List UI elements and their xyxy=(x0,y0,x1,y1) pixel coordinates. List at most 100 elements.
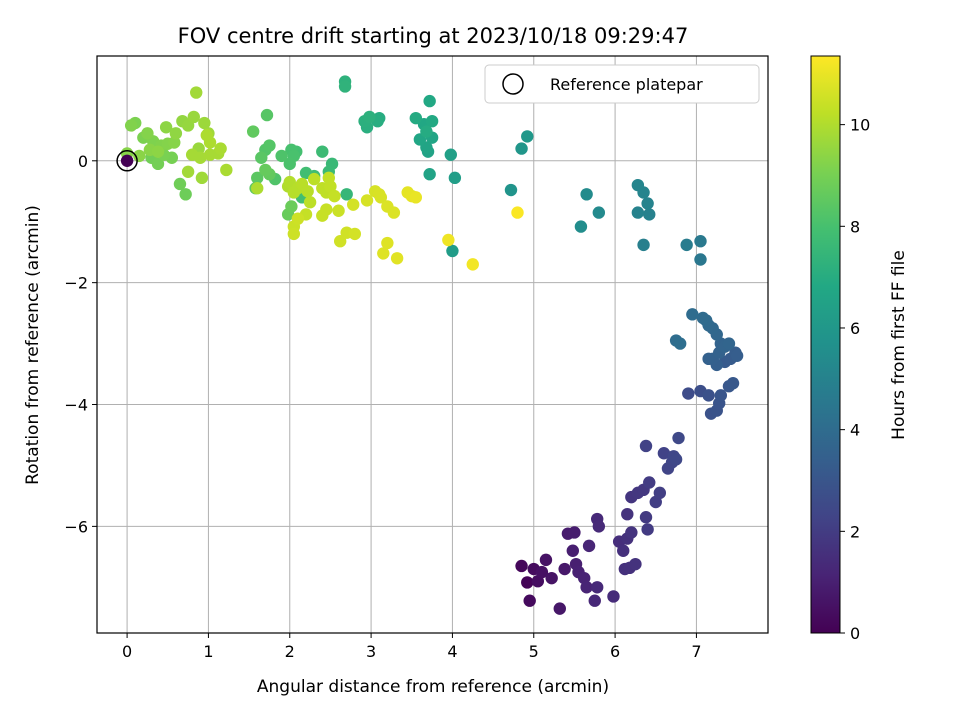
data-point xyxy=(420,125,433,138)
data-point xyxy=(347,198,360,211)
data-point xyxy=(607,590,620,603)
data-point xyxy=(251,182,264,195)
data-point xyxy=(173,177,187,191)
data-point xyxy=(133,149,146,163)
data-point xyxy=(515,559,528,573)
data-point xyxy=(283,157,296,171)
x-tick-label: 3 xyxy=(366,642,376,661)
data-point xyxy=(320,203,333,216)
data-point xyxy=(444,148,457,161)
colorbar-ticks: 0 2 4 6 8 10 xyxy=(840,116,870,643)
colorbar-tick-label: 10 xyxy=(850,116,870,135)
data-point xyxy=(338,80,352,93)
x-axis-ticks: 0 1 2 3 4 5 6 7 xyxy=(122,633,702,661)
data-point xyxy=(348,227,362,241)
x-tick-label: 5 xyxy=(529,642,539,661)
data-point xyxy=(702,352,715,366)
data-point xyxy=(291,212,305,225)
data-point xyxy=(332,204,345,217)
data-point xyxy=(169,127,183,140)
data-point xyxy=(340,188,353,201)
data-point xyxy=(301,185,314,198)
data-point xyxy=(545,571,558,585)
data-point xyxy=(637,238,650,252)
data-point xyxy=(625,526,638,539)
data-point xyxy=(631,206,645,219)
data-point xyxy=(425,114,439,128)
data-point xyxy=(639,511,653,524)
data-point xyxy=(333,235,347,248)
y-tick-label: 0 xyxy=(78,152,88,171)
data-point xyxy=(643,476,656,489)
data-point xyxy=(686,308,699,321)
data-point xyxy=(151,145,165,158)
data-point xyxy=(190,86,203,99)
data-point xyxy=(653,486,667,500)
data-point xyxy=(504,183,518,197)
data-point xyxy=(641,197,654,210)
y-tick-label: −6 xyxy=(64,517,88,536)
data-point xyxy=(194,151,207,164)
data-point xyxy=(629,557,642,571)
data-point xyxy=(448,171,462,185)
data-point xyxy=(466,258,479,271)
y-tick-label: −4 xyxy=(64,396,88,415)
colorbar-label: Hours from first FF file xyxy=(889,250,909,440)
reference-point-dot xyxy=(120,154,134,167)
data-point xyxy=(260,108,274,122)
legend-box xyxy=(484,64,760,104)
reference-platepar-marker xyxy=(116,150,138,172)
data-point xyxy=(558,562,571,576)
legend: Reference platepar xyxy=(484,64,760,104)
data-point xyxy=(617,544,630,557)
colorbar-gradient xyxy=(810,55,841,634)
plot-frame xyxy=(96,55,769,634)
data-point xyxy=(582,539,596,553)
legend-label: Reference platepar xyxy=(550,75,703,94)
data-point xyxy=(423,168,436,181)
x-axis-label: Angular distance from reference (arcmin) xyxy=(257,677,609,697)
data-point xyxy=(151,157,165,171)
colorbar-tick-label: 8 xyxy=(850,217,860,236)
data-point xyxy=(316,145,329,158)
data-point xyxy=(566,544,579,557)
data-point xyxy=(521,576,534,589)
data-point xyxy=(363,110,376,124)
data-point xyxy=(251,171,264,185)
data-point xyxy=(535,565,549,579)
data-point xyxy=(580,188,593,201)
data-point xyxy=(657,447,671,460)
data-point xyxy=(187,110,200,124)
data-point xyxy=(592,206,606,219)
data-point xyxy=(307,172,321,186)
data-point xyxy=(515,142,528,155)
data-point xyxy=(682,387,695,400)
data-point xyxy=(621,507,634,521)
data-point xyxy=(574,220,588,233)
data-point xyxy=(521,130,534,143)
data-points xyxy=(120,75,744,615)
data-point xyxy=(588,594,601,607)
data-point xyxy=(285,200,298,213)
data-point xyxy=(673,337,687,350)
data-point xyxy=(726,376,740,390)
data-point xyxy=(275,149,288,163)
data-point xyxy=(141,127,154,140)
data-point xyxy=(639,439,653,453)
data-point xyxy=(200,129,213,142)
data-point xyxy=(263,139,276,152)
data-point xyxy=(591,581,604,594)
data-point xyxy=(730,349,744,362)
data-point xyxy=(214,142,227,155)
data-point xyxy=(511,206,524,219)
x-tick-label: 1 xyxy=(203,642,213,661)
data-point xyxy=(442,233,455,247)
x-tick-label: 7 xyxy=(691,642,701,661)
data-point xyxy=(539,553,553,567)
data-point xyxy=(124,119,138,132)
data-point xyxy=(195,171,209,185)
data-point xyxy=(643,208,656,221)
data-point xyxy=(377,247,390,260)
x-tick-label: 4 xyxy=(447,642,457,661)
